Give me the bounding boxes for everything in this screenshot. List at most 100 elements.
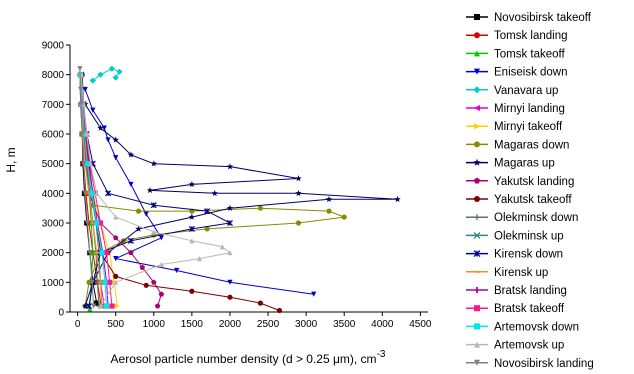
data-point-marker	[105, 137, 111, 143]
data-point-marker	[474, 68, 480, 75]
data-point-marker	[474, 141, 480, 148]
legend-label: Mirnyi landing	[494, 103, 565, 115]
data-point-marker	[84, 131, 90, 137]
series-artemovsk-up	[78, 72, 233, 309]
legend-entry: Mirnyi landing	[466, 103, 565, 115]
data-point-marker	[112, 136, 119, 143]
data-point-marker	[473, 177, 481, 184]
series-line	[80, 74, 232, 307]
data-point-marker	[196, 256, 203, 262]
data-point-marker	[473, 158, 481, 166]
x-tick-label: 2500	[257, 319, 280, 330]
data-point-marker	[473, 250, 481, 258]
legend-entry: Novosibirsk takeoff	[466, 12, 592, 24]
data-point-marker	[128, 181, 134, 188]
x-tick-label: 1000	[143, 319, 166, 330]
data-point-marker	[112, 74, 119, 81]
x-axis-title-superscript: -3	[377, 349, 386, 360]
legend-label: Kirensk up	[494, 267, 548, 279]
legend-label: Vanavara up	[494, 85, 558, 97]
legend-entry: Olekminsk up	[466, 230, 564, 242]
legend-entry: Tomsk takeoff	[466, 48, 566, 60]
data-point-marker	[87, 306, 93, 312]
data-point-marker	[226, 163, 234, 170]
data-point-marker	[158, 261, 165, 268]
data-point-marker	[97, 124, 104, 131]
series-novosibirsk-landing	[77, 66, 97, 309]
data-point-marker	[226, 204, 234, 211]
data-point-marker	[227, 279, 233, 285]
data-point-marker	[102, 279, 108, 285]
x-tick-label: 2000	[219, 319, 242, 330]
data-point-marker	[91, 303, 97, 309]
data-point-marker	[107, 279, 113, 285]
data-point-marker	[139, 264, 146, 270]
legend: Novosibirsk takeoff Tomsk landing Tomsk ta…	[466, 12, 594, 370]
data-point-marker	[474, 196, 480, 202]
data-point-marker	[92, 190, 98, 196]
legend-label: Eniseisk down	[494, 67, 568, 79]
data-point-marker	[227, 250, 233, 256]
data-point-marker	[158, 291, 165, 297]
data-point-marker	[158, 235, 165, 241]
data-point-marker	[474, 105, 480, 111]
data-point-marker	[81, 101, 87, 107]
data-point-marker	[204, 226, 210, 232]
data-point-marker	[325, 195, 333, 203]
data-point-marker	[113, 273, 119, 279]
data-point-marker	[394, 195, 401, 203]
data-point-marker	[151, 279, 157, 285]
series-yakutsk-takeoff	[79, 72, 283, 314]
data-point-marker	[341, 214, 347, 220]
data-point-marker	[143, 282, 149, 288]
legend-entry: Magaras up	[466, 158, 555, 170]
data-point-marker	[90, 250, 96, 256]
legend-entry: Tomsk landing	[466, 30, 568, 42]
data-point-marker	[174, 267, 180, 274]
legend-entry: Bratsk landing	[466, 285, 567, 297]
legend-entry: Magaras down	[466, 139, 569, 151]
data-point-marker	[474, 305, 480, 312]
y-tick-label: 0	[58, 308, 64, 319]
data-point-marker	[143, 211, 149, 217]
y-axis-title: H, m	[4, 147, 18, 172]
data-point-marker	[474, 32, 480, 39]
data-point-marker	[474, 341, 480, 348]
x-axis-title: Aerosol particle number density (d > 0.2…	[111, 349, 386, 366]
data-point-marker	[112, 234, 119, 241]
data-point-marker	[227, 294, 233, 300]
data-point-marker	[81, 131, 88, 137]
x-tick-label: 500	[107, 319, 124, 330]
y-ticks: 0 1000 2000 3000 4000 5000 6000 7000 8000 9000	[42, 41, 70, 319]
data-point-marker	[211, 189, 218, 197]
data-point-marker	[204, 208, 211, 215]
data-point-marker	[188, 181, 196, 188]
data-point-marker	[113, 155, 119, 161]
data-point-marker	[326, 208, 332, 214]
y-tick-label: 3000	[42, 219, 65, 230]
data-point-marker	[226, 219, 233, 227]
data-point-marker	[150, 160, 158, 167]
data-point-marker	[114, 303, 120, 309]
legend-label: Novosibirsk takeoff	[494, 12, 592, 24]
data-point-marker	[94, 190, 100, 196]
y-tick-label: 7000	[42, 100, 65, 111]
data-point-marker	[82, 302, 89, 309]
data-point-marker	[97, 71, 104, 78]
legend-label: Artemovsk down	[494, 321, 579, 333]
data-point-marker	[474, 14, 480, 20]
legend-label: Bratsk takeoff	[494, 303, 565, 315]
y-tick-label: 2000	[42, 248, 65, 259]
x-tick-label: 3000	[295, 319, 318, 330]
y-tick-label: 6000	[42, 130, 65, 141]
legend-label: Olekminsk up	[494, 230, 564, 242]
legend-label: Olekminsk down	[494, 212, 578, 224]
legend-entry: Bratsk takeoff	[466, 303, 565, 315]
legend-entry: Mirnyi takeoff	[466, 121, 563, 133]
legend-label: Novosibirsk landing	[494, 358, 594, 370]
series-line	[79, 68, 95, 307]
data-point-marker	[89, 190, 95, 196]
x-ticks: 0 500 1000 1500 2000 2500 3000 3500 4000 4500	[75, 312, 432, 330]
data-point-marker	[474, 123, 480, 130]
data-point-marker	[89, 279, 95, 285]
